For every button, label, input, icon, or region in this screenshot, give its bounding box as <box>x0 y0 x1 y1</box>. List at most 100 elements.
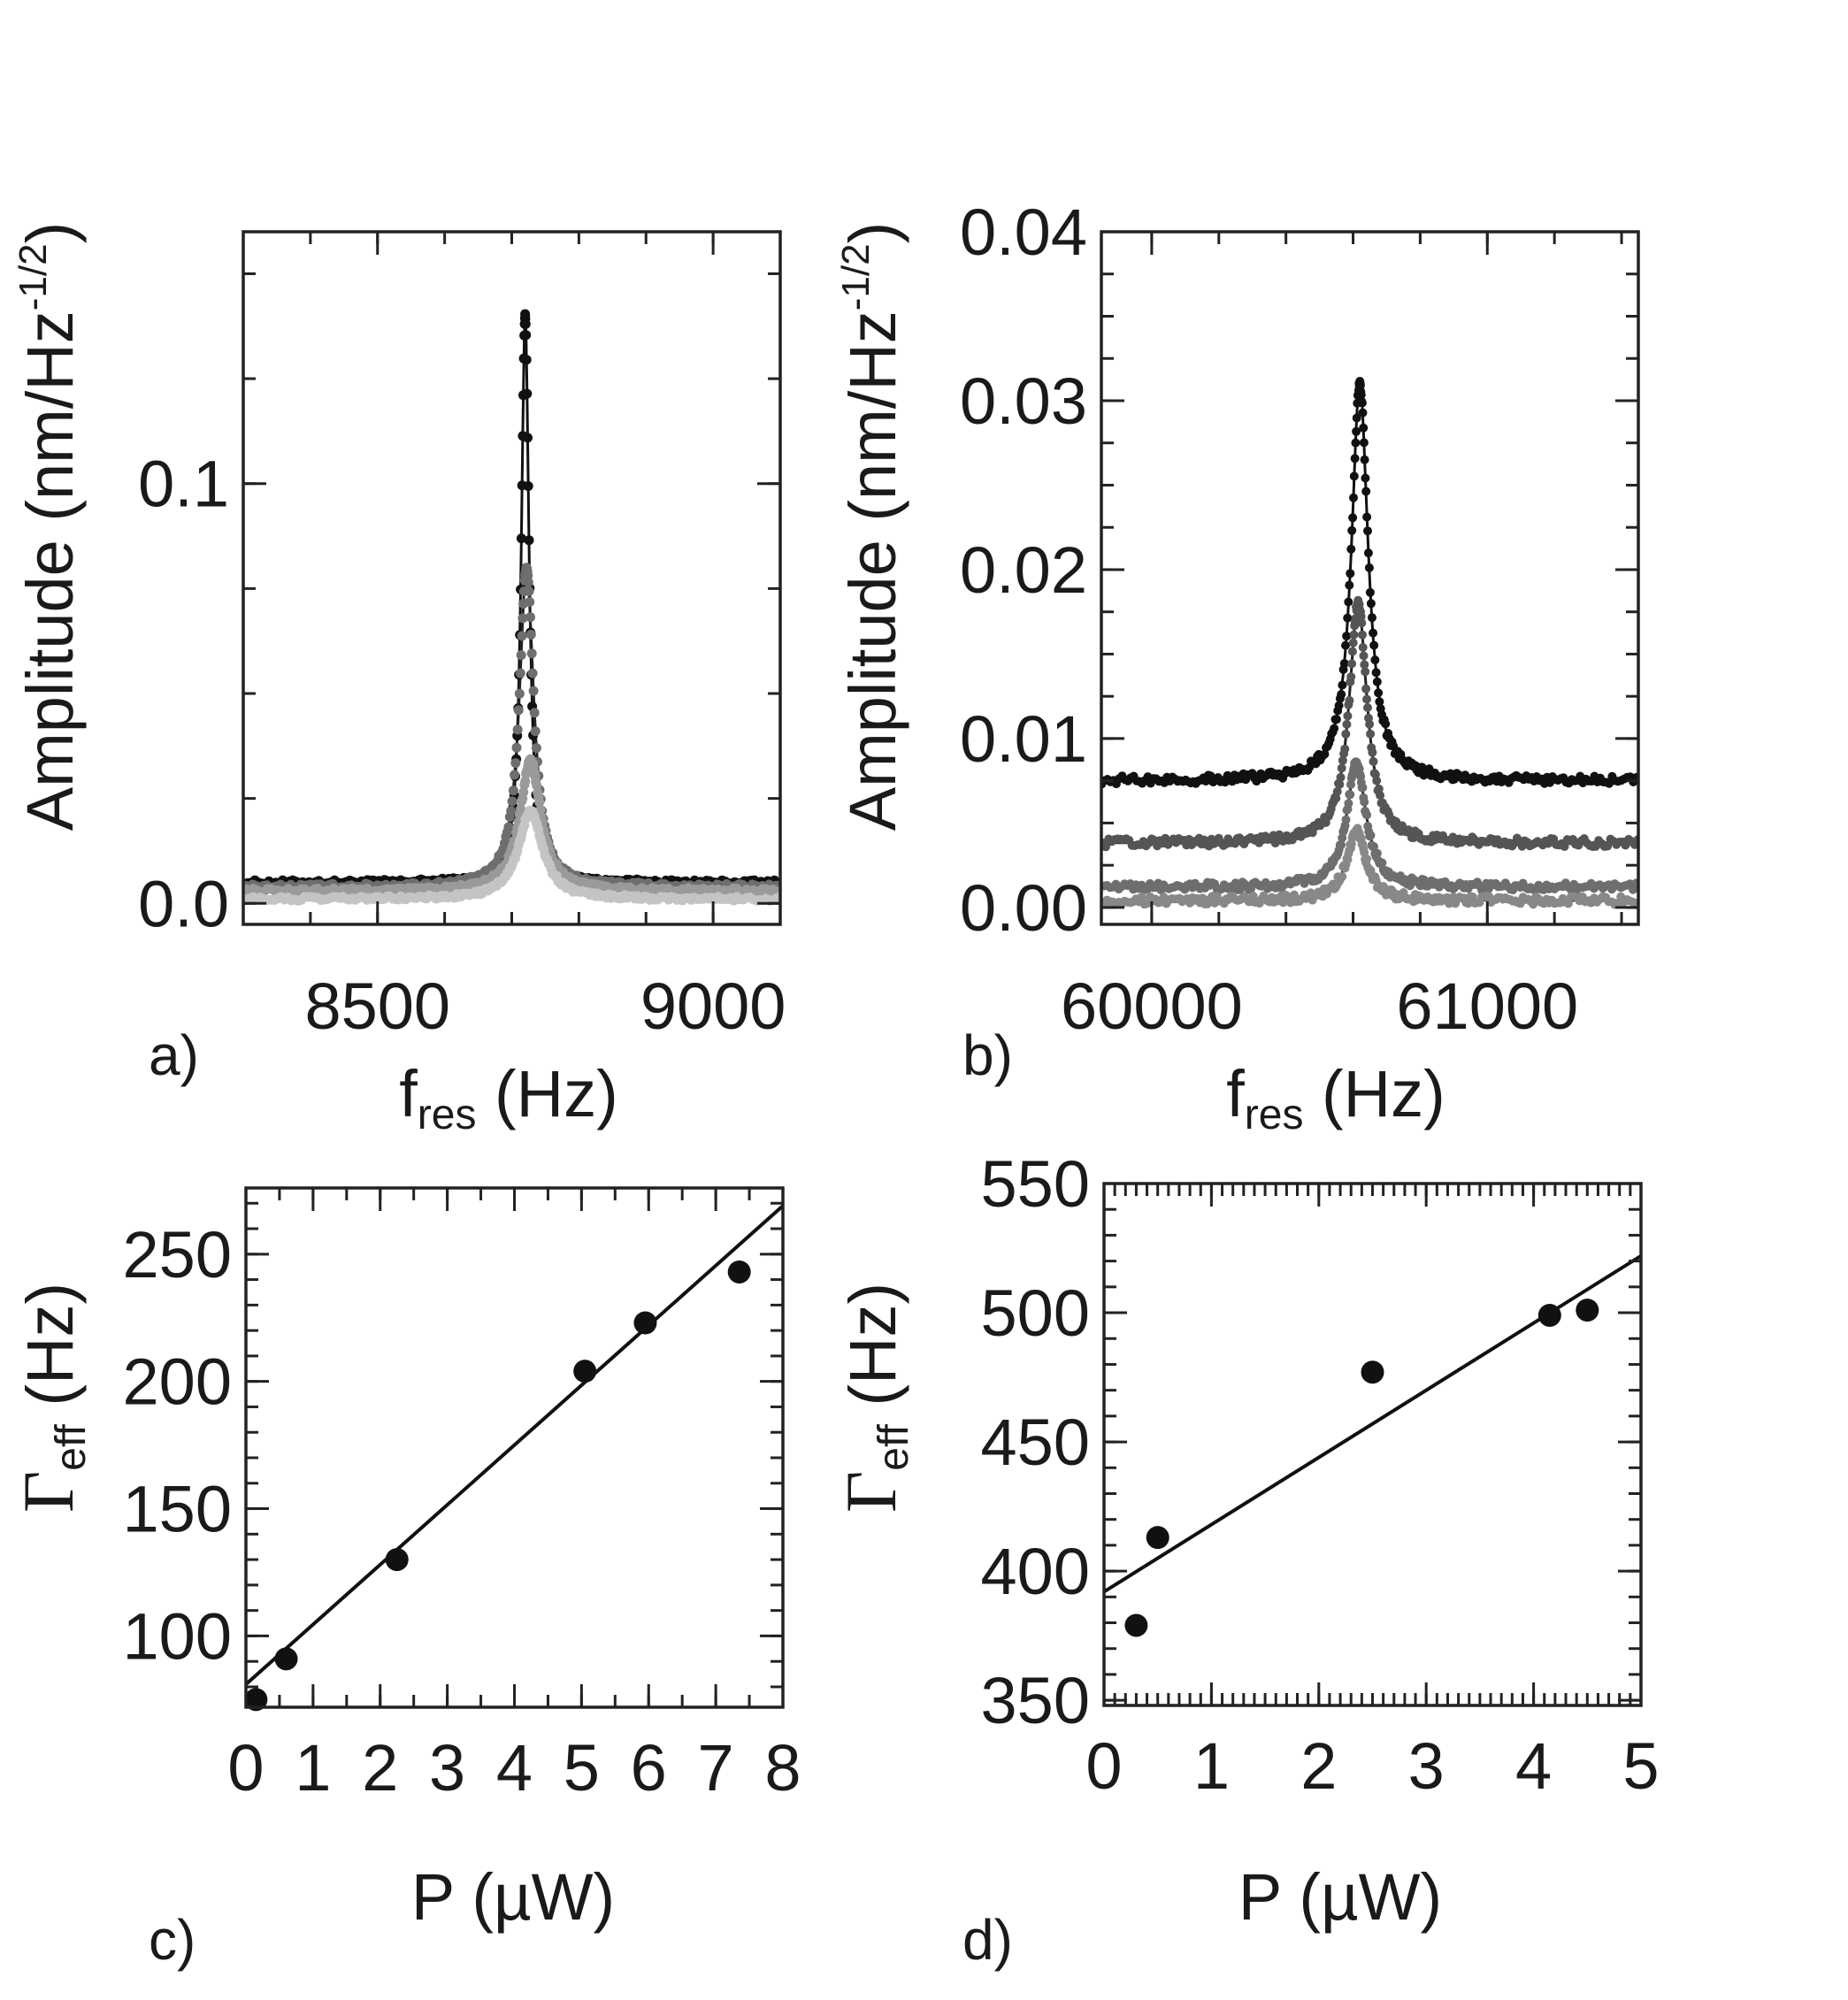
data-point <box>520 318 531 329</box>
panel-d: 350 400 450 500 550 0 1 2 3 4 5 d) P (µW) Γeff (Hz… <box>831 1147 1660 1972</box>
data-point <box>1336 772 1346 782</box>
data-point <box>1341 815 1351 824</box>
data-point <box>1146 1526 1169 1550</box>
panel-b-label: b) <box>962 1023 1013 1087</box>
x-tick-label: 2 <box>1300 1729 1337 1803</box>
x-tick-label: 5 <box>564 1731 600 1805</box>
data-point <box>1337 763 1346 773</box>
data-point <box>510 770 520 780</box>
data-point <box>1369 756 1378 766</box>
data-point <box>523 481 533 491</box>
data-point <box>633 1311 657 1335</box>
data-point <box>1348 513 1358 523</box>
data-point <box>525 597 535 607</box>
panel-d-ticks <box>1102 1182 1643 1705</box>
y-tick-label: 550 <box>981 1147 1090 1221</box>
data-point <box>1331 715 1341 724</box>
data-point <box>1346 544 1356 554</box>
data-point <box>1368 747 1377 757</box>
data-point <box>1290 890 1299 900</box>
panel-a-tick-labels: 0.0 0.1 8500 9000 <box>138 448 786 1043</box>
data-point <box>1349 493 1358 502</box>
data-point <box>515 668 525 678</box>
y-tick-label: 0.01 <box>960 702 1087 776</box>
x-tick-label: 6 <box>631 1731 667 1805</box>
data-point <box>1342 632 1352 641</box>
data-point <box>518 787 529 797</box>
data-point <box>727 1260 751 1284</box>
panel-d-x-axis-title: P (µW) <box>1238 1860 1442 1934</box>
panel-b-frame <box>1100 230 1640 926</box>
x-tick-label: 3 <box>1408 1729 1445 1803</box>
x-tick-label: 1 <box>295 1731 331 1805</box>
data-point <box>534 797 545 808</box>
data-point <box>1347 659 1357 669</box>
x-tick-label: 7 <box>698 1731 734 1805</box>
data-point <box>1349 630 1359 640</box>
panel-d-label: d) <box>962 1908 1013 1972</box>
data-point <box>1343 613 1353 623</box>
x-tick-label: 60000 <box>1061 969 1243 1043</box>
data-point <box>531 743 541 754</box>
data-point <box>1370 655 1380 665</box>
data-point <box>513 705 524 716</box>
data-point <box>1365 719 1375 729</box>
data-point <box>1345 695 1354 705</box>
x-tick-label: 5 <box>1622 1729 1659 1803</box>
data-point <box>1372 776 1382 785</box>
panel-a-points <box>243 309 780 906</box>
data-point <box>1351 438 1361 448</box>
data-point <box>1344 597 1353 607</box>
data-point <box>1338 680 1347 690</box>
data-point <box>516 650 526 661</box>
data-point <box>1342 719 1352 729</box>
data-point <box>1362 512 1372 522</box>
panel-c: 100 150 200 250 0 1 2 3 4 5 6 7 8 c) P (µW) Γeff (Hz… <box>8 1186 801 1972</box>
data-point <box>524 586 534 596</box>
data-point <box>521 330 532 341</box>
data-point <box>1368 613 1376 623</box>
data-point <box>1372 848 1382 858</box>
data-point <box>1366 831 1376 840</box>
data-point <box>510 758 521 769</box>
panel-a-y-axis-title: Amplitude (nm/Hz-1/2) <box>12 222 87 831</box>
data-point <box>1341 729 1351 739</box>
data-point <box>503 822 514 832</box>
linear-fit-line <box>246 1204 783 1686</box>
data-point <box>1343 711 1353 721</box>
x-tick-label: 0 <box>227 1731 264 1805</box>
data-point <box>1344 799 1353 808</box>
panel-d-points <box>1124 1299 1599 1637</box>
data-point <box>1364 563 1374 572</box>
data-point <box>1356 612 1366 621</box>
data-point <box>1137 893 1146 902</box>
x-tick-label: 2 <box>362 1731 398 1805</box>
data-point <box>1356 390 1366 400</box>
data-point <box>528 686 539 696</box>
data-point <box>1347 647 1357 656</box>
x-tick-label: 4 <box>1515 1729 1552 1803</box>
data-point <box>1366 729 1376 739</box>
y-tick-label: 450 <box>981 1406 1090 1479</box>
y-tick-label: 100 <box>123 1599 232 1673</box>
data-point <box>1357 618 1367 628</box>
x-tick-label: 8500 <box>304 969 450 1043</box>
data-point <box>523 577 533 587</box>
data-point <box>532 780 542 791</box>
data-point <box>1335 779 1345 789</box>
y-tick-label: 500 <box>981 1276 1090 1350</box>
panel-d-fit <box>1104 1254 1641 1594</box>
panel-a: 0.0 0.1 8500 9000 a) fres (Hz) Amplitude (n… <box>12 222 786 1138</box>
data-point <box>507 796 518 807</box>
data-point <box>1631 878 1638 888</box>
data-point <box>1369 628 1378 638</box>
panel-d-tick-labels: 350 400 450 500 550 0 1 2 3 4 5 <box>981 1147 1660 1803</box>
x-tick-label: 0 <box>1085 1729 1122 1803</box>
data-point <box>1361 684 1371 693</box>
data-point <box>1320 749 1330 759</box>
linear-fit-line <box>1104 1254 1641 1594</box>
data-point <box>1376 791 1385 801</box>
data-point <box>1358 783 1368 793</box>
panel-b-y-axis-title: Amplitude (nm/Hz-1/2) <box>834 222 909 831</box>
data-point <box>1350 454 1360 464</box>
